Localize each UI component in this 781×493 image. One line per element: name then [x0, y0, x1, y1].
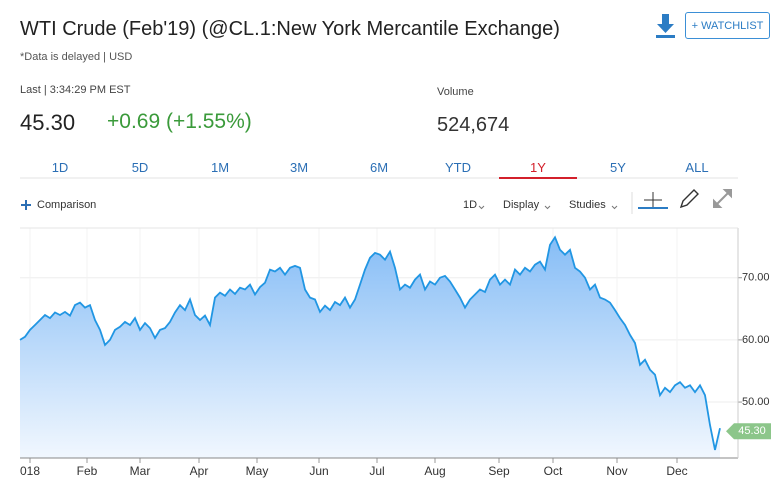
area — [20, 237, 720, 458]
volume: 524,674 — [437, 114, 510, 136]
dropdown-chevrons — [478, 205, 618, 210]
draw-icon[interactable] — [679, 189, 699, 209]
range-tab[interactable]: ALL — [685, 160, 709, 175]
title: WTI Crude (Feb'19) (@CL.1:New York Merca… — [20, 18, 560, 40]
range-tab[interactable]: 6M — [369, 160, 389, 175]
x-tick-label: Feb — [77, 464, 98, 478]
line — [19, 235, 721, 451]
range-tab[interactable]: 5Y — [610, 160, 626, 175]
x-tick-label: Jun — [309, 464, 328, 478]
x-tick-label: Oct — [544, 464, 563, 478]
range-tab[interactable]: 1Y — [530, 160, 546, 175]
display-dropdown[interactable]: Display — [503, 199, 540, 211]
range-tab[interactable]: 3M — [289, 160, 309, 175]
watchlist-button[interactable]: + WATCHLIST — [685, 12, 770, 39]
x-tick-label: May — [246, 464, 269, 478]
price-change: +0.69 (+1.55%) — [107, 110, 252, 133]
last-price: 45.30 — [20, 110, 76, 135]
x-tick-label: Sep — [488, 464, 510, 478]
crosshair-icon[interactable] — [638, 192, 668, 209]
expand-icon[interactable] — [713, 189, 732, 208]
x-tick-label: 018 — [20, 464, 40, 478]
download-icon[interactable] — [656, 14, 675, 38]
x-tick-label: Apr — [190, 464, 209, 478]
studies-dropdown[interactable]: Studies — [569, 199, 606, 211]
plot: 50.00 60.00 70.00 018 Feb Mar Apr May Jun Jul Aug S… — [19, 177, 771, 478]
x-tick-label: Mar — [130, 464, 151, 478]
last-price-tag — [726, 423, 771, 440]
data-note: *Data is delayed | USD — [20, 51, 133, 63]
x-tick-label: Dec — [666, 464, 687, 478]
y-tick-label: 60.00 — [742, 334, 770, 346]
x-tick-label: Nov — [606, 464, 627, 478]
range-tab[interactable]: 1M — [210, 160, 230, 175]
volume-label: Volume — [437, 86, 474, 98]
plus-icon[interactable] — [21, 200, 31, 210]
comparison-button[interactable]: Comparison — [37, 199, 97, 211]
x-tick-label: Jul — [369, 464, 384, 478]
y-tick-label: 70.00 — [742, 272, 770, 284]
last-label: Last | 3:34:29 PM EST — [20, 84, 131, 96]
range-tab[interactable]: YTD — [445, 160, 471, 175]
range-tab[interactable]: 1D — [51, 160, 69, 175]
y-tick-label: 50.00 — [742, 396, 770, 408]
range-tab[interactable]: 5D — [131, 160, 149, 175]
x-tick-label: Aug — [424, 464, 445, 478]
interval-dropdown[interactable]: 1D — [463, 199, 478, 211]
last-price-label: 45.30 — [738, 425, 766, 437]
